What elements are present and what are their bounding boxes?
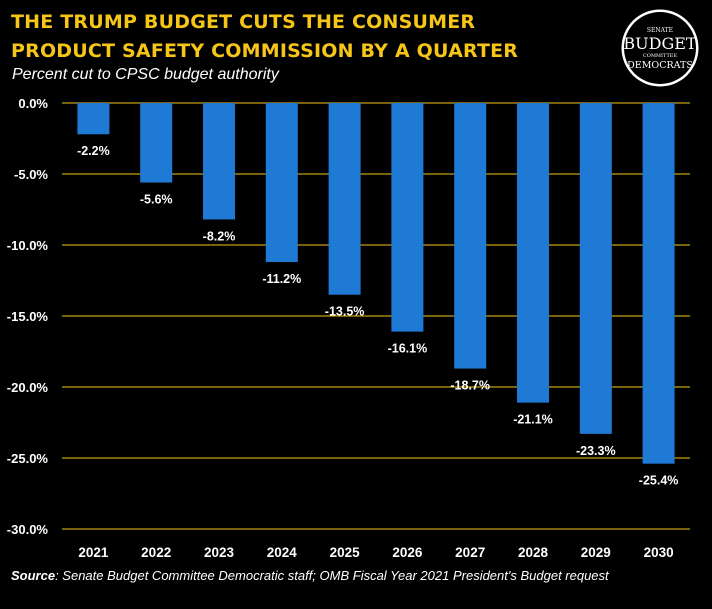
y-tick-label: 0.0% bbox=[18, 96, 48, 111]
bar-2024 bbox=[265, 103, 298, 263]
logo-text-democrats: DEMOCRATS bbox=[627, 60, 693, 71]
chart-title-line-1: THE TRUMP BUDGET CUTS THE CONSUMER bbox=[11, 11, 476, 33]
bar-2026 bbox=[391, 103, 424, 332]
y-tick-label: -20.0% bbox=[7, 380, 49, 395]
bar-2021 bbox=[77, 103, 110, 135]
x-tick-label: 2024 bbox=[267, 545, 298, 560]
data-label: -21.1% bbox=[513, 413, 553, 427]
x-axis-tick-labels: 2021 2022 2023 2024 2025 2026 2027 2028 2029 2030 bbox=[78, 545, 673, 560]
data-label: -18.7% bbox=[450, 379, 490, 393]
logo-inner-circle bbox=[624, 12, 696, 84]
y-tick-label: -15.0% bbox=[7, 309, 49, 324]
y-tick-label: -30.0% bbox=[7, 522, 49, 537]
data-labels: -2.2% -5.6% -8.2% -11.2% -13.5% -16.1% -18.7% -… bbox=[77, 144, 678, 487]
data-label: -23.3% bbox=[576, 444, 616, 458]
x-tick-label: 2026 bbox=[392, 545, 423, 560]
logo-text-budget: BUDGET bbox=[623, 34, 697, 53]
senate-budget-democrats-logo: SENATE BUDGET COMMITTEE DEMOCRATS bbox=[620, 8, 700, 88]
chart-title-line-2: PRODUCT SAFETY COMMISSION BY A QUARTER bbox=[11, 40, 519, 62]
bars bbox=[77, 103, 675, 464]
data-label: -8.2% bbox=[203, 229, 236, 243]
data-label: -16.1% bbox=[388, 342, 428, 356]
source-text: : Senate Budget Committee Democratic sta… bbox=[55, 568, 609, 583]
chart-title: THE TRUMP BUDGET CUTS THE CONSUMER PRODU… bbox=[11, 8, 601, 66]
x-tick-label: 2021 bbox=[78, 545, 109, 560]
y-tick-label: -5.0% bbox=[14, 167, 48, 182]
x-tick-label: 2028 bbox=[518, 545, 549, 560]
data-label: -25.4% bbox=[639, 474, 679, 488]
x-tick-label: 2023 bbox=[204, 545, 235, 560]
bar-2027 bbox=[454, 103, 487, 369]
x-tick-label: 2029 bbox=[581, 545, 611, 560]
data-label: -5.6% bbox=[140, 193, 173, 207]
x-tick-label: 2022 bbox=[141, 545, 171, 560]
bar-2025 bbox=[328, 103, 361, 295]
data-label: -11.2% bbox=[262, 272, 301, 286]
bar-2023 bbox=[203, 103, 235, 220]
bar-2029 bbox=[579, 103, 612, 434]
x-tick-label: 2030 bbox=[644, 545, 674, 560]
x-tick-label: 2027 bbox=[455, 545, 485, 560]
chart-subtitle: Percent cut to CPSC budget authority bbox=[12, 66, 279, 83]
bar-2030 bbox=[642, 103, 675, 464]
y-tick-label: -25.0% bbox=[7, 451, 49, 466]
bar-2022 bbox=[140, 103, 173, 183]
logo-text-committee: COMMITTEE bbox=[643, 53, 678, 59]
y-tick-label: -10.0% bbox=[7, 238, 49, 253]
y-axis-tick-labels: 0.0% -5.0% -10.0% -15.0% -20.0% -25.0% -30.0% bbox=[7, 96, 49, 537]
bar-2028 bbox=[517, 103, 549, 403]
x-tick-label: 2025 bbox=[330, 545, 361, 560]
logo-seal: SENATE BUDGET COMMITTEE DEMOCRATS bbox=[621, 9, 699, 87]
source-note: Source: Senate Budget Committee Democrat… bbox=[11, 567, 691, 584]
source-label: Source bbox=[11, 568, 56, 583]
data-label: -2.2% bbox=[77, 144, 110, 158]
data-label: -13.5% bbox=[325, 305, 365, 319]
logo-text-senate: SENATE bbox=[647, 27, 673, 34]
